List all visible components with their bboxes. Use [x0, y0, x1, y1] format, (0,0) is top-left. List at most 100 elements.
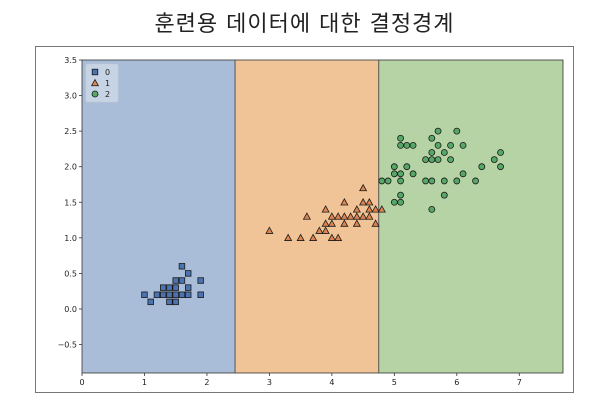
- point-class-0-12: [178, 291, 186, 298]
- point-class-2-17: [428, 205, 436, 213]
- point-class-2-7: [397, 177, 404, 185]
- point-class-2-26: [440, 177, 448, 185]
- legend-marker-2: [91, 90, 99, 98]
- x-tick-label-3: 3: [267, 378, 272, 387]
- legend-box: [85, 63, 119, 103]
- region-class-0: [82, 60, 236, 373]
- decision-regions: [82, 60, 563, 373]
- axes: 0 1 2 3 4 5 6 7 −0.5 0.0 0.5 1.0 1.5 2.0 2.5 3.0 3.5: [58, 56, 564, 387]
- y-tick-label-7: 3.0: [64, 92, 77, 101]
- point-class-2-9: [397, 141, 404, 149]
- point-class-1-20: [352, 205, 361, 213]
- point-class-1-21: [359, 212, 368, 220]
- point-class-1-7: [321, 219, 330, 227]
- point-class-0-14: [178, 263, 186, 270]
- point-class-2-16: [422, 156, 429, 163]
- point-class-2-5: [397, 198, 404, 206]
- point-class-1-11: [327, 212, 336, 220]
- point-class-1-25: [365, 198, 374, 206]
- point-class-1-19: [352, 212, 361, 220]
- point-class-2-24: [434, 127, 442, 135]
- point-class-2-12: [403, 141, 411, 149]
- point-class-1-10: [327, 219, 336, 227]
- point-class-0-8: [172, 298, 179, 306]
- point-class-0-19: [197, 277, 204, 284]
- point-class-2-32: [459, 170, 467, 178]
- point-class-0-10: [172, 284, 179, 291]
- point-class-2-28: [447, 156, 454, 163]
- point-class-0-7: [166, 284, 173, 291]
- point-class-2-15: [422, 177, 429, 185]
- y-tick-label-2: 0.5: [64, 269, 77, 278]
- point-class-0-17: [184, 270, 192, 277]
- y-tick-label-6: 2.5: [64, 127, 77, 136]
- point-class-2-3: [390, 170, 398, 178]
- point-class-2-36: [490, 156, 498, 163]
- point-class-1-16: [340, 198, 349, 206]
- y-tick-label-5: 2.0: [64, 163, 77, 172]
- x-tick-label-4: 4: [329, 378, 334, 387]
- point-class-2-2: [390, 198, 398, 206]
- point-class-1-13: [334, 212, 343, 220]
- x-tick-label-2: 2: [204, 378, 209, 387]
- legend-label-1: 1: [105, 79, 110, 88]
- y-tick-label-3: 1.0: [64, 234, 77, 243]
- point-class-2-13: [409, 170, 417, 178]
- legend-label-2: 2: [105, 90, 110, 99]
- point-class-2-8: [397, 170, 404, 178]
- point-class-1-24: [365, 205, 374, 213]
- point-class-0-2: [153, 291, 161, 298]
- point-class-0-16: [184, 284, 192, 291]
- point-class-1-12: [334, 233, 343, 241]
- point-class-1-22: [359, 198, 368, 206]
- point-class-0-6: [166, 291, 173, 298]
- legend: 0 1 2: [85, 63, 119, 103]
- point-class-1-5: [315, 226, 324, 234]
- point-class-1-18: [352, 219, 361, 227]
- point-class-0-18: [197, 291, 204, 298]
- point-class-1-0: [265, 226, 274, 234]
- point-class-1-14: [340, 219, 349, 227]
- point-class-2-37: [497, 163, 504, 171]
- point-class-2-29: [447, 141, 454, 149]
- data-points: [141, 127, 504, 306]
- point-class-2-6: [397, 191, 404, 199]
- point-class-2-25: [440, 191, 448, 199]
- point-class-2-31: [453, 127, 461, 135]
- point-class-1-3: [302, 212, 311, 220]
- point-class-2-38: [497, 149, 504, 156]
- point-class-2-23: [434, 141, 442, 149]
- point-class-2-11: [403, 163, 411, 171]
- point-class-1-28: [377, 205, 386, 213]
- point-class-1-23: [365, 212, 374, 220]
- y-tick-label-0: −0.5: [58, 341, 77, 350]
- y-tick-label-8: 3.5: [64, 56, 77, 65]
- point-class-1-27: [371, 205, 380, 213]
- legend-label-0: 0: [105, 68, 110, 77]
- point-class-1-17: [346, 212, 355, 220]
- y-tick-label-4: 1.5: [64, 198, 77, 207]
- x-tick-label-7: 7: [517, 378, 522, 387]
- point-class-2-34: [472, 177, 479, 185]
- point-class-2-19: [428, 156, 436, 163]
- point-class-0-5: [166, 298, 173, 306]
- point-class-1-4: [309, 233, 318, 241]
- legend-marker-1: [90, 78, 100, 87]
- x-tick-label-1: 1: [142, 378, 147, 387]
- point-class-0-9: [172, 291, 179, 298]
- decision-boundaries: [234, 60, 380, 373]
- point-class-1-2: [296, 233, 305, 241]
- point-class-0-4: [160, 284, 167, 291]
- point-class-1-1: [284, 233, 293, 241]
- point-class-2-35: [478, 163, 486, 171]
- point-class-2-10: [397, 134, 404, 142]
- point-class-1-9: [327, 233, 336, 241]
- point-class-2-27: [440, 149, 448, 156]
- chart-title: 훈련용 데이터에 대한 결정경계: [154, 12, 455, 37]
- chart-frame: [35, 46, 574, 393]
- point-class-1-15: [340, 212, 349, 220]
- point-class-1-6: [321, 226, 330, 234]
- x-tick-label-0: 0: [79, 378, 84, 387]
- point-class-2-4: [390, 163, 398, 171]
- x-tick-label-5: 5: [392, 378, 397, 387]
